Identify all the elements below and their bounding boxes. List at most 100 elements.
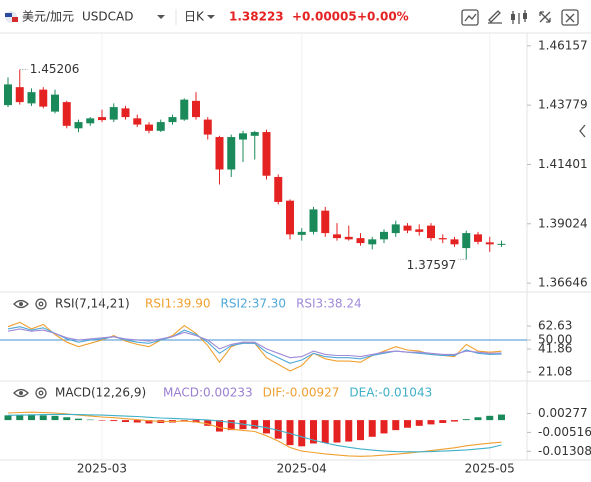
candle-body — [239, 133, 247, 140]
candle-body — [450, 239, 459, 245]
close-button[interactable] — [561, 9, 579, 26]
toolbar — [461, 9, 579, 26]
candle-body — [15, 87, 24, 103]
symbol-dropdown[interactable] — [157, 15, 165, 19]
rsi-visibility[interactable] — [13, 299, 29, 309]
type-button[interactable] — [511, 10, 527, 24]
candle-body — [297, 231, 306, 235]
candle-body — [145, 124, 153, 131]
candle-body — [86, 118, 95, 124]
macd-bar — [298, 420, 306, 447]
x-tick-label: 2025-04 — [277, 462, 327, 476]
macd-bar — [86, 419, 94, 421]
symbol[interactable]: USDCAD — [82, 10, 133, 24]
indicator-button[interactable] — [461, 9, 479, 26]
macd-bar — [498, 414, 505, 421]
macd-line — [7, 413, 502, 453]
candle-body — [344, 236, 353, 240]
legend-entry: DIF:-0.00927 — [263, 386, 340, 400]
macd-bar — [427, 420, 435, 425]
pair-name[interactable]: 美元/加元 — [22, 10, 74, 24]
macd-bar — [380, 420, 388, 434]
legend-entry: RSI1:39.90 — [145, 297, 211, 311]
macd-bar — [110, 420, 118, 422]
macd-bar — [321, 420, 329, 443]
candle-body — [462, 233, 471, 249]
macd-bar — [16, 414, 24, 421]
legend-entry: MACD:0.00233 — [163, 386, 253, 400]
macd-visibility[interactable] — [13, 388, 29, 398]
candle-body — [98, 117, 106, 121]
candle-body — [51, 94, 59, 112]
macd-bar — [216, 420, 223, 432]
macd-bar — [251, 420, 259, 429]
y-tick-label: 21.08 — [538, 365, 572, 379]
macd-bar — [345, 420, 353, 442]
macd-bar — [462, 419, 470, 421]
collapse-button[interactable] — [579, 124, 586, 138]
candle-body — [192, 100, 200, 118]
candle-body — [262, 132, 271, 176]
legend-entry: RSI3:38.24 — [296, 297, 362, 311]
annotation: 1.37597 — [407, 258, 457, 272]
candle-body — [74, 122, 83, 129]
period-dropdown[interactable] — [207, 15, 215, 19]
legend-entry: RSI2:37.30 — [221, 297, 287, 311]
y-tick-label: 1.46157 — [538, 38, 588, 52]
x-tick-label: 2025-03 — [77, 462, 127, 476]
candle-body — [485, 242, 494, 245]
change: +0.00005 — [292, 10, 357, 24]
candle-body — [27, 92, 36, 104]
period[interactable]: 日K — [184, 10, 205, 24]
macd-bar — [192, 420, 200, 423]
macd-bar — [439, 420, 447, 423]
macd-bar — [122, 420, 129, 423]
macd-bar — [145, 420, 153, 424]
y-tick-label: 62.63 — [538, 319, 572, 333]
macd-bar — [404, 420, 411, 428]
candle-body — [227, 137, 236, 170]
macd-title: MACD(12,26,9) — [55, 386, 146, 400]
candle-body — [321, 210, 330, 234]
price: 1.38223 — [229, 10, 284, 24]
macd-bar — [28, 414, 35, 421]
annotation: 1.45206 — [30, 62, 80, 76]
candle-body — [180, 99, 189, 120]
candle-body — [368, 239, 377, 245]
macd-bar — [486, 415, 494, 421]
macd-bar — [357, 420, 364, 441]
rsi-line — [7, 326, 502, 364]
draw-button[interactable] — [488, 10, 502, 24]
fullscreen-button[interactable] — [539, 11, 551, 23]
candle-body — [356, 238, 365, 244]
macd-bar — [227, 420, 235, 431]
candle-body — [333, 234, 341, 239]
candle-body — [39, 89, 48, 107]
candle-body — [286, 200, 294, 235]
rsi-line — [7, 328, 502, 359]
candle-body — [427, 225, 435, 239]
macd-bar — [133, 420, 141, 423]
candle-body — [156, 122, 165, 131]
macd-bar — [98, 420, 106, 421]
y-tick-label: 50.00 — [538, 333, 572, 347]
rsi-title: RSI(7,14,21) — [55, 297, 130, 311]
candle-body — [215, 137, 224, 170]
candle-body — [391, 224, 400, 234]
candle-body — [133, 118, 142, 125]
macd-bar — [333, 420, 341, 443]
candle-body — [168, 117, 177, 123]
candle-body — [62, 102, 71, 126]
macd-settings[interactable] — [35, 387, 47, 399]
rsi-settings[interactable] — [35, 298, 47, 310]
macd-bar — [51, 415, 59, 421]
y-tick-label: 1.41401 — [538, 157, 588, 171]
change-percent: +0.00% — [357, 10, 409, 24]
y-tick-label: -0.01308 — [538, 444, 591, 458]
candle-body — [415, 229, 424, 232]
macd-bar — [75, 418, 82, 421]
macd-bar — [204, 420, 212, 426]
macd-bar — [4, 415, 12, 421]
